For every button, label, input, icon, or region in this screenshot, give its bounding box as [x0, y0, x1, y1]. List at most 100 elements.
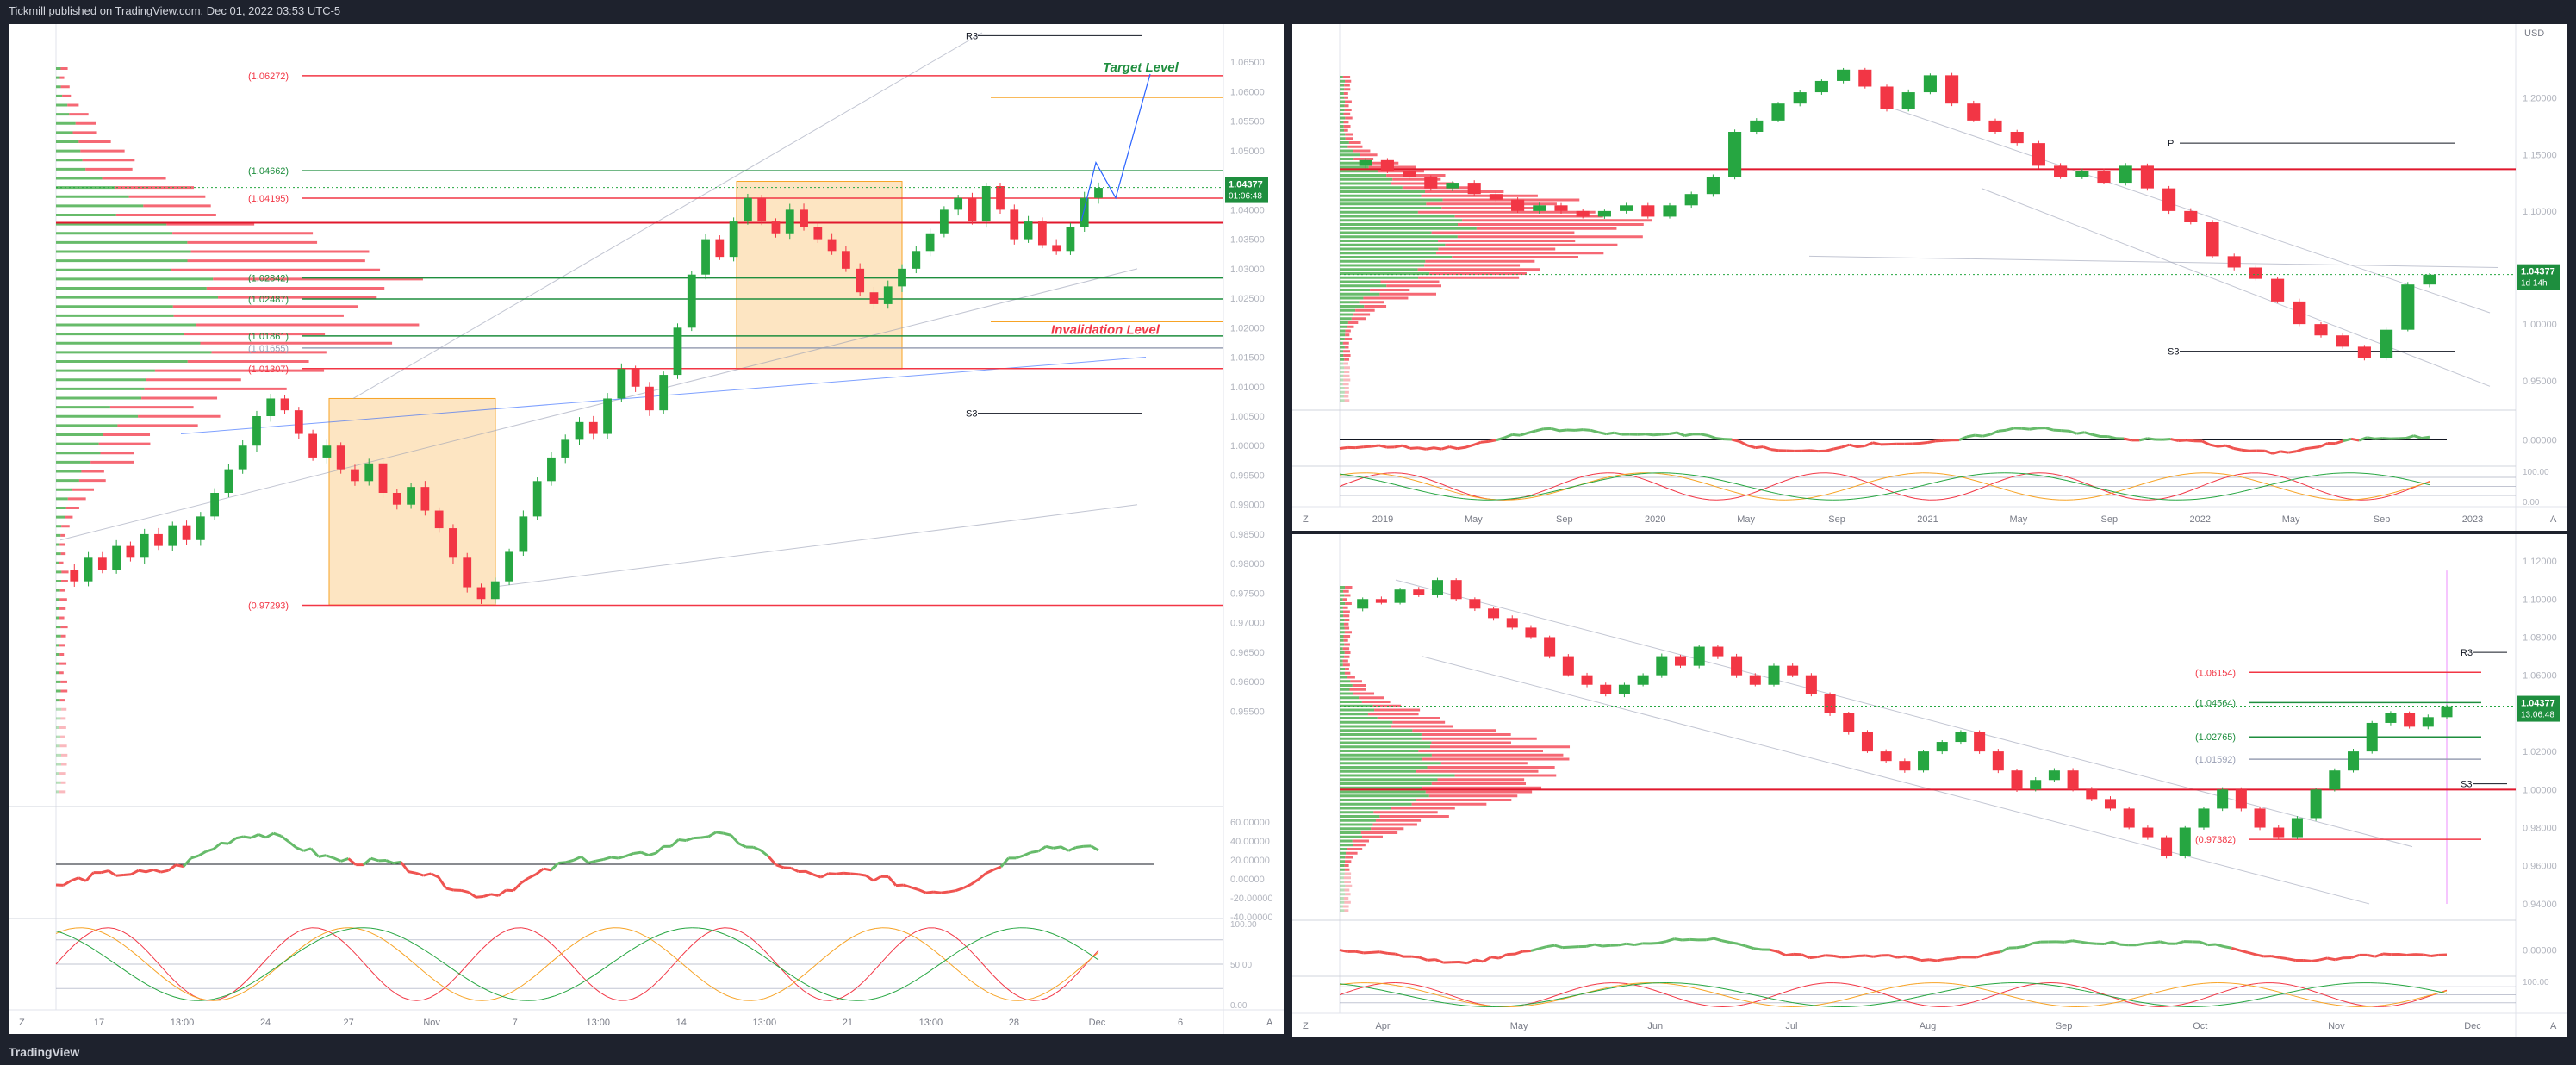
oscillator-segment — [2382, 952, 2392, 956]
stoch-line — [1548, 995, 1556, 999]
stoch-line — [541, 997, 548, 1000]
stoch-line — [507, 989, 515, 994]
stoch-line — [1367, 984, 1375, 987]
stoch-line — [1422, 490, 1429, 494]
volume-profile-red-bar — [1344, 109, 1352, 111]
stoch-line — [501, 929, 509, 934]
stoch-line — [705, 930, 712, 936]
candle-body — [532, 481, 542, 517]
candle-body — [1787, 665, 1799, 676]
stoch-line — [934, 962, 942, 968]
stoch-line — [1758, 489, 1765, 492]
candle-body — [1974, 732, 1986, 752]
oscillator-tick-label: 60.00000 — [1230, 818, 1270, 828]
volume-profile-green-bar — [56, 644, 59, 647]
stoch-line — [1576, 993, 1584, 996]
stoch-line — [2244, 477, 2252, 481]
volume-profile-red-bar — [1345, 137, 1353, 140]
oscillator-segment — [62, 879, 72, 887]
stoch-line — [2278, 475, 2287, 479]
oscillator-segment — [775, 863, 784, 869]
time-axis-label: 13:00 — [919, 1018, 943, 1028]
stoch-line — [1792, 495, 1800, 498]
stoch-line — [2326, 492, 2334, 496]
volume-profile-green-bar — [1340, 635, 1344, 638]
oscillator-segment — [423, 872, 432, 877]
stoch-line — [1832, 472, 1840, 475]
oscillator-segment — [2201, 439, 2211, 446]
volume-profile-red-bar — [1364, 305, 1387, 308]
volume-profile-green-bar — [56, 250, 191, 253]
oscillator-segment — [2088, 941, 2097, 945]
oscillator-segment — [2430, 953, 2439, 957]
stoch-line — [2182, 473, 2190, 476]
time-axis-label: 6 — [1178, 1018, 1183, 1028]
chart-panel-weekly[interactable]: 1.200001.150001.100001.050001.000000.950… — [1292, 24, 2567, 531]
stoch-line — [1987, 989, 1994, 993]
stoch-line — [960, 972, 968, 979]
stoch-line — [1614, 474, 1621, 476]
stoch-line — [2328, 995, 2336, 1000]
stoch-line — [1750, 993, 1758, 997]
stoch-line — [376, 928, 384, 931]
volume-profile-red-bar — [1353, 692, 1375, 695]
volume-profile-red-bar — [1438, 240, 1576, 242]
stoch-line — [180, 986, 188, 993]
chart-panel-daily[interactable]: 1.120001.100001.080001.060001.040001.020… — [1292, 534, 2567, 1037]
stoch-line — [2100, 494, 2108, 496]
stoch-line — [1541, 1000, 1549, 1003]
stoch-line — [1708, 991, 1716, 994]
stoch-line — [2293, 995, 2301, 999]
stoch-line — [2073, 481, 2081, 484]
oscillator-segment — [1905, 955, 1913, 960]
stoch-line — [475, 983, 482, 988]
stoch-line — [258, 959, 266, 968]
volume-profile-red-bar — [1350, 680, 1362, 683]
stoch-line — [1538, 489, 1546, 494]
stoch-line — [2381, 474, 2389, 476]
stoch-line — [1687, 1000, 1696, 1004]
stoch-line — [613, 999, 620, 1001]
candle-body — [1693, 646, 1705, 666]
stoch-line — [2011, 475, 2019, 478]
oscillator-segment — [1928, 958, 1938, 962]
timezone-icon: Z — [1303, 1021, 1309, 1031]
candle-body — [126, 545, 135, 558]
volume-profile-green-bar — [56, 296, 219, 299]
stoch-line — [908, 933, 916, 938]
chart-panel-4h[interactable]: 1.065001.060001.055001.050001.045001.040… — [9, 24, 1284, 1034]
oscillator-segment — [2367, 953, 2376, 958]
stoch-line — [1846, 486, 1854, 489]
oscillator-segment — [1417, 446, 1427, 451]
stoch-line — [2251, 998, 2259, 1001]
stoch-line — [82, 942, 90, 947]
oscillator-segment — [873, 875, 882, 882]
stoch-line — [147, 951, 155, 960]
stoch-line — [1408, 487, 1416, 490]
candle-body — [1394, 589, 1406, 603]
level-label: (1.01307) — [248, 364, 289, 375]
volume-profile-red-bar — [1370, 289, 1410, 291]
oscillator-segment — [1920, 440, 1928, 445]
oscillator-segment — [723, 831, 731, 837]
stoch-line — [1922, 483, 1930, 487]
volume-profile-red-bar — [1349, 688, 1366, 691]
stoch-line — [1065, 974, 1073, 981]
stoch-line — [2066, 476, 2074, 480]
stoch-line — [1743, 992, 1751, 995]
stoch-line — [2300, 997, 2308, 1000]
stoch-line — [1771, 491, 1779, 495]
stoch-line — [501, 995, 509, 999]
pivot-label: R3 — [2461, 648, 2473, 658]
stoch-line — [1709, 477, 1717, 480]
volume-profile-red-bar — [1379, 292, 1437, 296]
stoch-line — [2251, 487, 2259, 490]
stoch-line — [1569, 994, 1577, 998]
stoch-line — [271, 964, 280, 971]
stoch-line — [2415, 481, 2424, 484]
stoch-line — [593, 970, 600, 976]
candle-body — [84, 557, 93, 582]
oscillator-segment — [1457, 445, 1465, 451]
oscillator-segment — [1650, 941, 1658, 945]
volume-profile-red-bar — [1344, 358, 1350, 361]
